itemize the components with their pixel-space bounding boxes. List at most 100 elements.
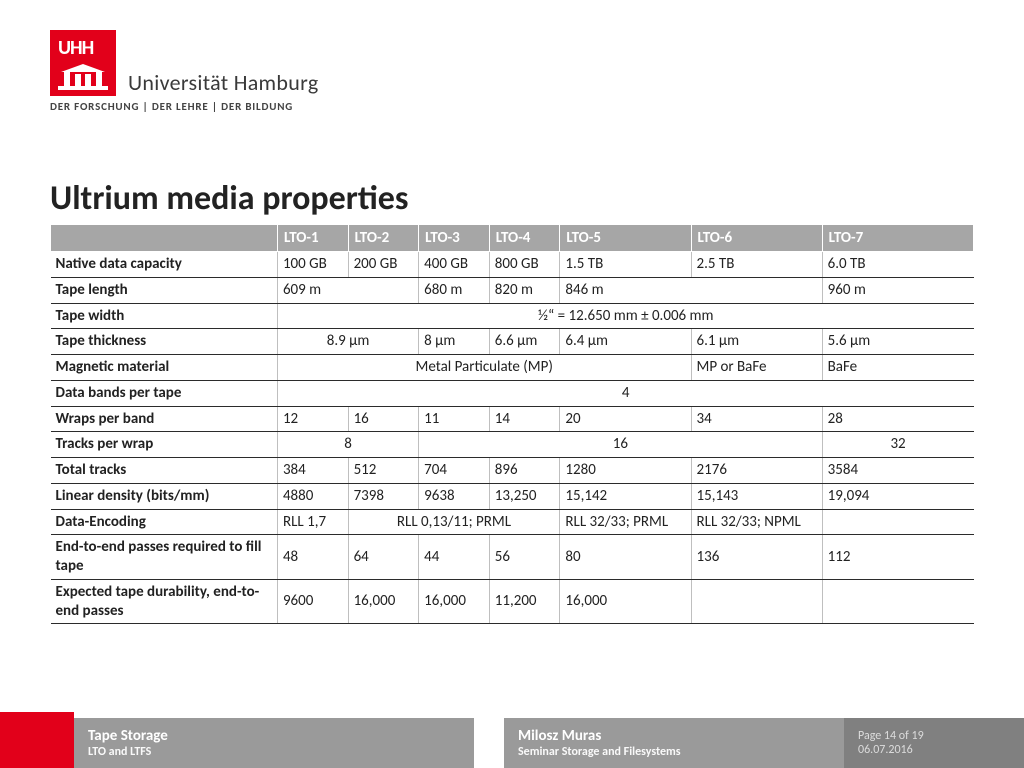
row-label: Tracks per wrap: [51, 432, 278, 458]
cell: 20: [560, 406, 691, 432]
col-header: LTO-3: [419, 225, 490, 252]
cell: 8.9 µm: [277, 329, 418, 355]
cell: 400 GB: [419, 252, 490, 278]
cell: 13,250: [489, 483, 560, 509]
cell: 1.5 TB: [560, 252, 691, 278]
row-label: Expected tape durability, end-to-end pas…: [51, 579, 278, 624]
footer-mid-title: Milosz Muras: [518, 727, 830, 745]
cell: 384: [277, 458, 348, 484]
row-label: Linear density (bits/mm): [51, 483, 278, 509]
cell: 16,000: [348, 579, 419, 624]
cell: 6.6 µm: [489, 329, 560, 355]
cell: 14: [489, 406, 560, 432]
row-label: Native data capacity: [51, 252, 278, 278]
footer-mid-sub: Seminar Storage and Filesystems: [518, 745, 830, 759]
table-row: Magnetic material Metal Particulate (MP)…: [51, 355, 974, 381]
cell: BaFe: [822, 355, 973, 381]
cell: 34: [691, 406, 822, 432]
table-row: Data bands per tape 4: [51, 380, 974, 406]
cell: 4880: [277, 483, 348, 509]
cell: ½“ = 12.650 mm ± 0.006 mm: [277, 303, 973, 329]
table-row: Tape thickness 8.9 µm 8 µm 6.6 µm 6.4 µm…: [51, 329, 974, 355]
cell: 12: [277, 406, 348, 432]
cell: 15,143: [691, 483, 822, 509]
cell: RLL 0,13/11; PRML: [348, 509, 560, 535]
footer-gap: [474, 718, 504, 768]
col-header: LTO-4: [489, 225, 560, 252]
uni-name: Universität Hamburg: [128, 69, 318, 96]
table-row: Native data capacity 100 GB 200 GB 400 G…: [51, 252, 974, 278]
cell: 609 m: [277, 277, 418, 303]
col-header: [51, 225, 278, 252]
cell: 8: [277, 432, 418, 458]
cell: 2.5 TB: [691, 252, 822, 278]
cell: 680 m: [419, 277, 490, 303]
table-row: Total tracks 384 512 704 896 1280 2176 3…: [51, 458, 974, 484]
table-header-row: LTO-1 LTO-2 LTO-3 LTO-4 LTO-5 LTO-6 LTO-…: [51, 225, 974, 252]
cell: 56: [489, 535, 560, 580]
col-header: LTO-2: [348, 225, 419, 252]
row-label: Tape thickness: [51, 329, 278, 355]
table-row: Wraps per band 12 16 11 14 20 34 28: [51, 406, 974, 432]
slide-title: Ultrium media properties: [50, 178, 408, 219]
cell: 15,142: [560, 483, 691, 509]
footer-left-title: Tape Storage: [88, 727, 460, 745]
cell: 44: [419, 535, 490, 580]
row-label: Wraps per band: [51, 406, 278, 432]
footer-right: Page 14 of 19 06.07.2016: [844, 718, 1024, 768]
cell: 704: [419, 458, 490, 484]
footer-red-block: [0, 718, 74, 768]
cell: 16,000: [560, 579, 691, 624]
footer-middle: Milosz Muras Seminar Storage and Filesys…: [504, 718, 844, 768]
table-row: Linear density (bits/mm) 4880 7398 9638 …: [51, 483, 974, 509]
cell: 16: [419, 432, 822, 458]
cell: [822, 579, 973, 624]
row-label: Total tracks: [51, 458, 278, 484]
cell: MP or BaFe: [691, 355, 822, 381]
cell: Metal Particulate (MP): [277, 355, 691, 381]
cell: 100 GB: [277, 252, 348, 278]
footer-left: Tape Storage LTO and LTFS: [74, 718, 474, 768]
cell: 16: [348, 406, 419, 432]
row-label: Data-Encoding: [51, 509, 278, 535]
cell: 5.6 µm: [822, 329, 973, 355]
cell: RLL 1,7: [277, 509, 348, 535]
cell: 6.1 µm: [691, 329, 822, 355]
cell: RLL 32/33; PRML: [560, 509, 691, 535]
cell: 16,000: [419, 579, 490, 624]
logo-abbrev: UHH: [58, 36, 93, 60]
cell: 3584: [822, 458, 973, 484]
table-row: Data-Encoding RLL 1,7 RLL 0,13/11; PRML …: [51, 509, 974, 535]
cell: 64: [348, 535, 419, 580]
cell: 4: [277, 380, 973, 406]
uni-motto: DER FORSCHUNG | DER LEHRE | DER BILDUNG: [50, 100, 293, 113]
cell: 6.4 µm: [560, 329, 691, 355]
logo-gate-icon: [50, 64, 116, 90]
cell: 846 m: [560, 277, 822, 303]
table-row: Tape length 609 m 680 m 820 m 846 m 960 …: [51, 277, 974, 303]
cell: 1280: [560, 458, 691, 484]
cell: 820 m: [489, 277, 560, 303]
footer-date: 06.07.2016: [858, 743, 1010, 757]
cell: 11: [419, 406, 490, 432]
slide-footer: Tape Storage LTO and LTFS Milosz Muras S…: [0, 718, 1024, 768]
table-row: End-to-end passes required to fill tape …: [51, 535, 974, 580]
cell: 7398: [348, 483, 419, 509]
footer-page: Page 14 of 19: [858, 729, 1010, 743]
cell: 11,200: [489, 579, 560, 624]
row-label: Magnetic material: [51, 355, 278, 381]
table-row: Tape width ½“ = 12.650 mm ± 0.006 mm: [51, 303, 974, 329]
table-row: Tracks per wrap 8 16 32: [51, 432, 974, 458]
cell: 48: [277, 535, 348, 580]
row-label: End-to-end passes required to fill tape: [51, 535, 278, 580]
uni-logo: UHH Universität Hamburg: [50, 30, 318, 96]
cell: [691, 579, 822, 624]
col-header: LTO-6: [691, 225, 822, 252]
cell: 200 GB: [348, 252, 419, 278]
cell: 9638: [419, 483, 490, 509]
col-header: LTO-1: [277, 225, 348, 252]
cell: 28: [822, 406, 973, 432]
cell: 896: [489, 458, 560, 484]
cell: 8 µm: [419, 329, 490, 355]
cell: 80: [560, 535, 691, 580]
